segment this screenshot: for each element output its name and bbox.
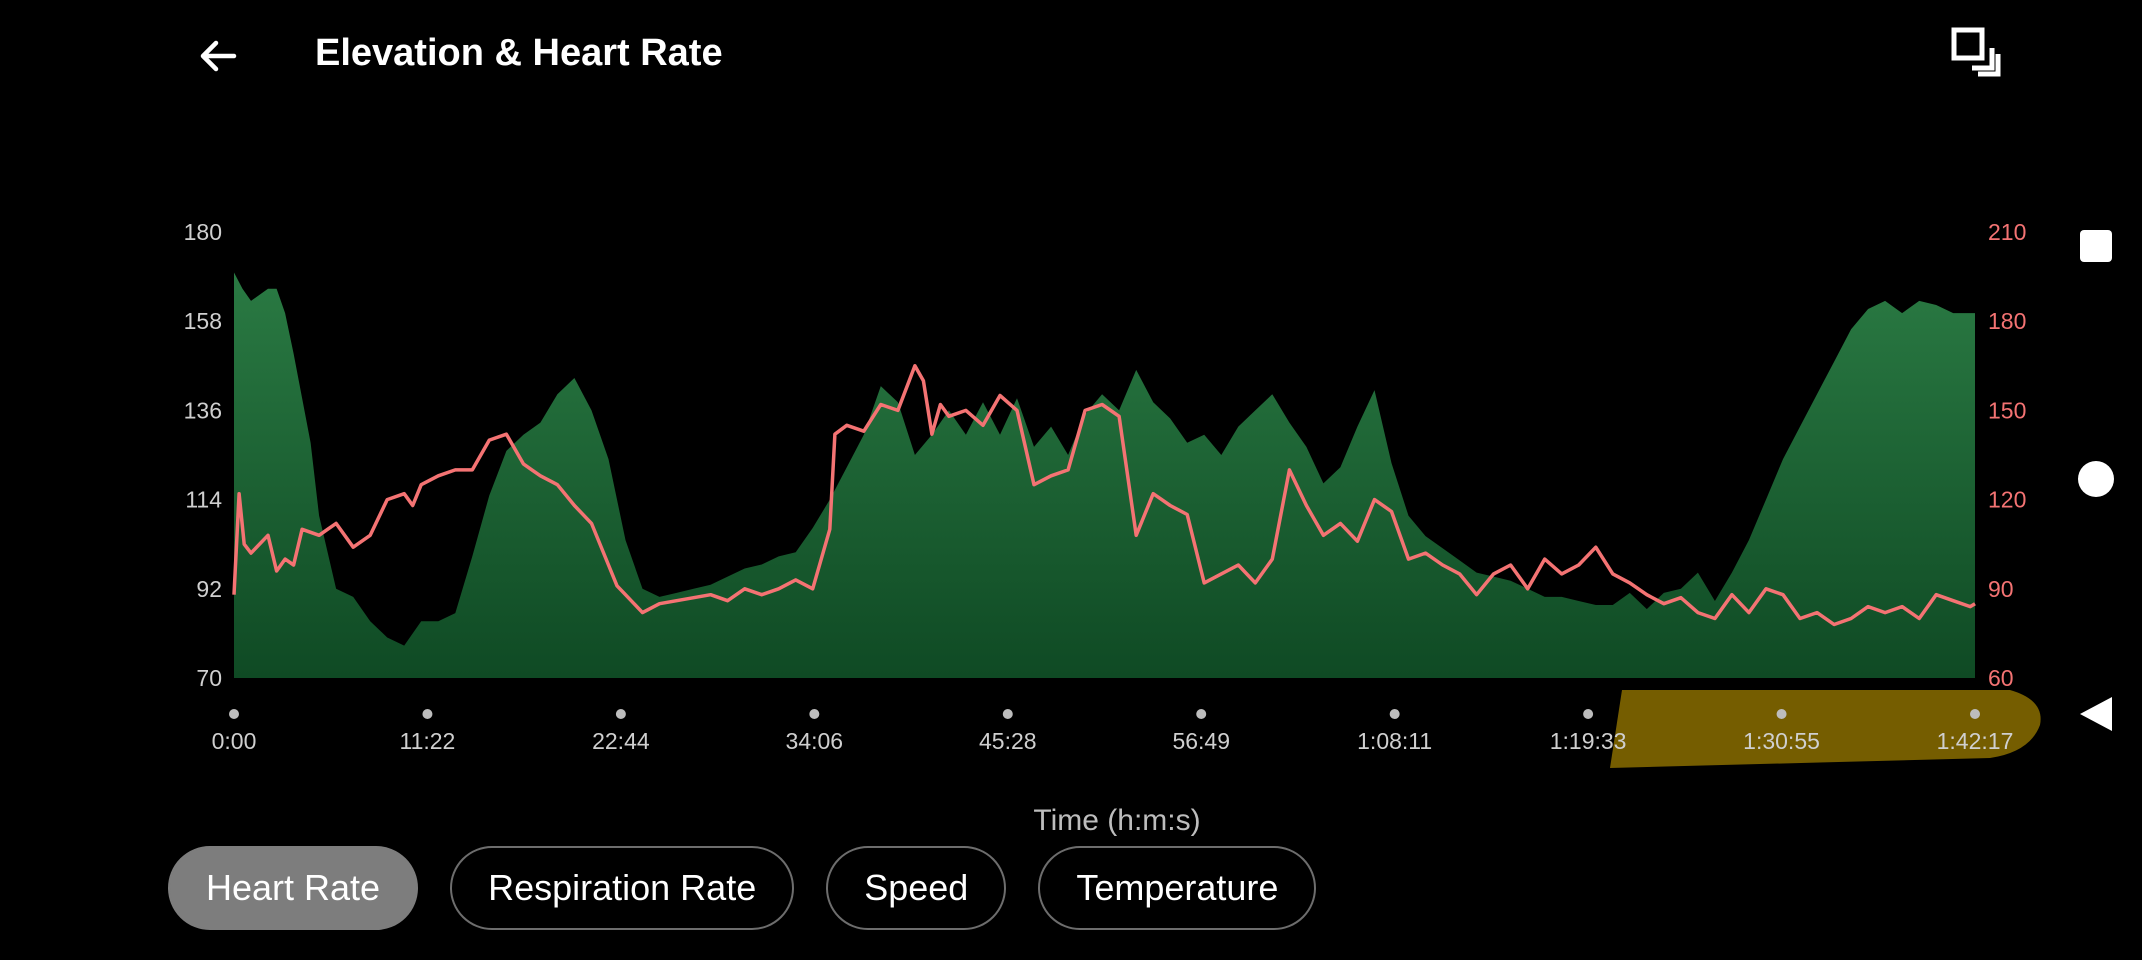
x-axis-tick-label: 22:44	[592, 728, 650, 754]
x-tick-mark	[1196, 709, 1207, 719]
arrow-left-icon	[200, 40, 237, 72]
right-axis-tick-label: 150	[1988, 397, 2026, 423]
left-axis-tick-label: 92	[196, 576, 222, 602]
recents-square-icon	[2080, 230, 2112, 262]
page-title: Elevation & Heart Rate	[315, 32, 723, 74]
x-axis-tick-label: 1:19:33	[1550, 728, 1627, 754]
tab-heart-rate[interactable]: Heart Rate	[168, 846, 419, 930]
right-axis-tick-label: 60	[1988, 665, 2014, 691]
x-tick-mark	[1776, 709, 1787, 719]
x-tick-mark	[809, 709, 820, 719]
system-nav-bar	[2050, 0, 2142, 960]
x-axis-tick-label: 1:42:17	[1937, 728, 2014, 754]
x-tick-mark	[1970, 709, 1980, 719]
right-axis-tick-label: 180	[1988, 308, 2026, 334]
x-tick-mark	[615, 709, 626, 719]
tab-speed[interactable]: Speed	[826, 846, 1007, 930]
x-tick-mark	[1389, 709, 1400, 719]
right-axis-tick-label: 90	[1988, 576, 2014, 602]
x-axis-tick-label: 11:22	[400, 728, 456, 754]
left-axis-tick-label: 114	[185, 487, 222, 513]
x-axis-tick-label: 45:28	[979, 728, 1037, 754]
tab-temperature[interactable]: Temperature	[1038, 846, 1317, 930]
x-tick-mark	[1002, 709, 1013, 719]
x-tick-mark	[1583, 709, 1594, 719]
x-axis-tick-label: 0:00	[212, 728, 257, 754]
left-axis-tick-label: 136	[184, 397, 222, 423]
x-axis-tick-label: 1:30:55	[1743, 728, 1820, 754]
right-axis-tick-label: 120	[1988, 487, 2026, 513]
right-axis-tick-label: 210	[1988, 219, 2026, 245]
x-axis-tick-label: 34:06	[786, 728, 844, 754]
x-axis-tick-label: 56:49	[1172, 728, 1230, 754]
left-axis-tick-label: 70	[196, 665, 222, 691]
heart-rate-line	[232, 364, 1976, 627]
tab-respiration-rate[interactable]: Respiration Rate	[450, 846, 795, 930]
top-app-bar: Elevation & Heart Rate	[0, 0, 2142, 110]
x-tick-mark	[229, 709, 239, 719]
left-axis-tick-label: 158	[184, 308, 222, 334]
home-circle-icon	[2078, 461, 2114, 497]
elevation-area	[234, 272, 1975, 678]
left-axis-tick-label: 180	[184, 219, 222, 245]
recents-button[interactable]	[2068, 218, 2124, 274]
x-axis-label: Time (h:m:s)	[1033, 804, 1200, 837]
back-triangle-icon	[2080, 697, 2112, 731]
x-tick-mark	[422, 709, 433, 719]
fullscreen-button[interactable]	[1948, 24, 2008, 84]
back-button[interactable]	[190, 28, 246, 84]
x-axis-tick-label: 1:08:11	[1357, 728, 1432, 754]
system-back-button[interactable]	[2068, 686, 2124, 742]
fullscreen-icon	[1951, 27, 2001, 77]
metric-tabs: Heart Rate Respiration Rate Speed Temper…	[168, 846, 1317, 930]
highlight-annotation	[1610, 690, 2041, 768]
home-button[interactable]	[2068, 451, 2124, 507]
